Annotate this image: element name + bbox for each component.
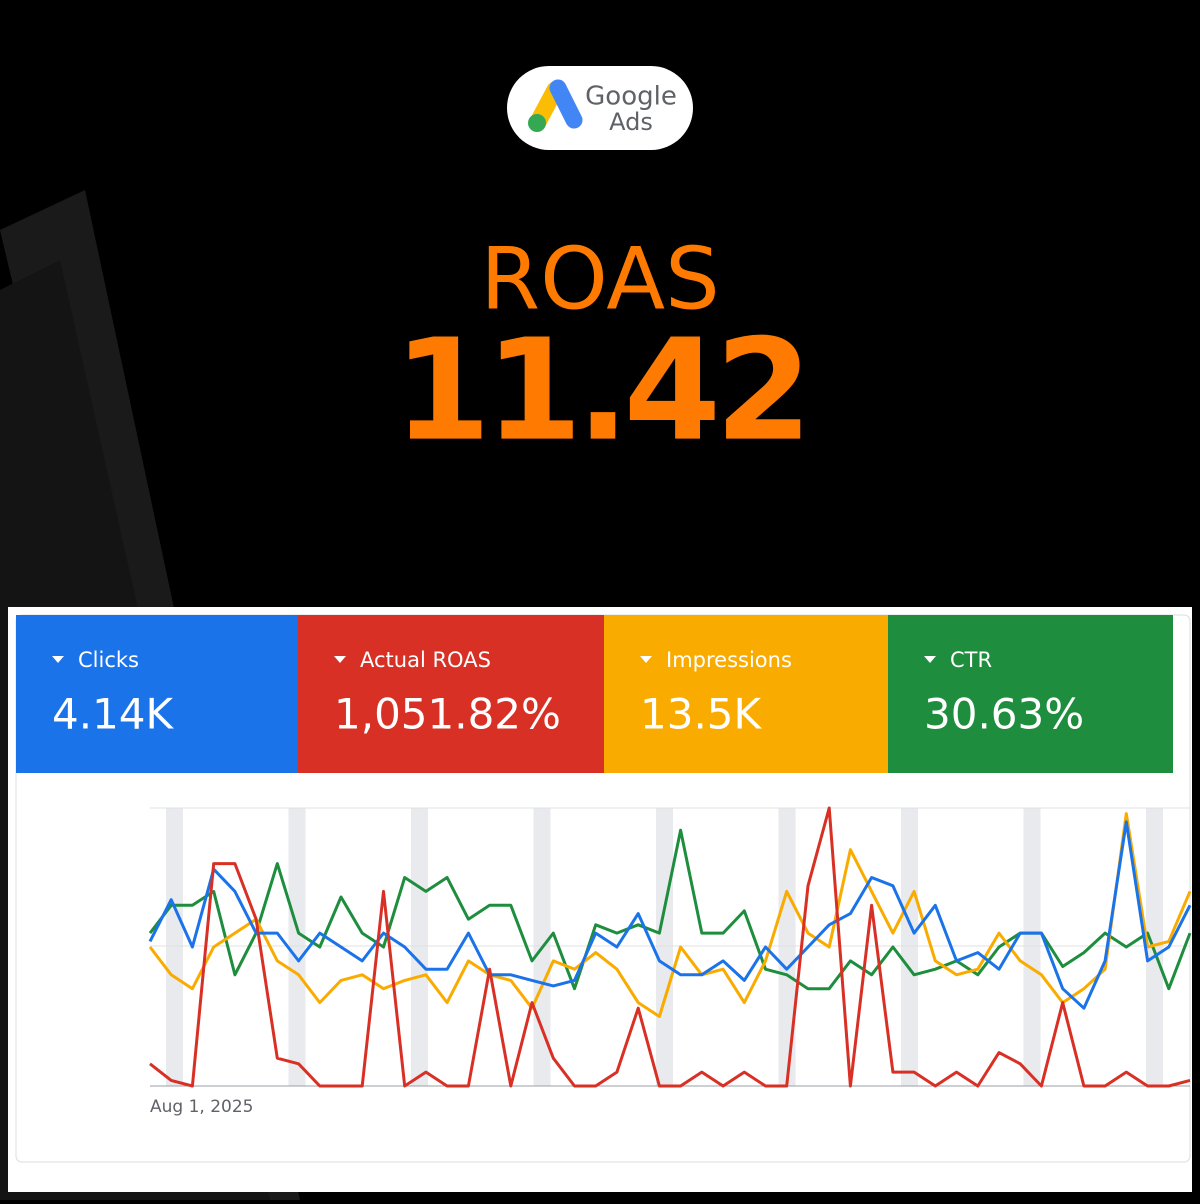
band (288, 808, 306, 1086)
dropdown-arrow (640, 656, 652, 663)
dropdown-arrow (52, 656, 64, 663)
metric-value: 4.14K (52, 690, 175, 739)
band (901, 808, 918, 1086)
band (778, 808, 796, 1086)
metric-value: 30.63% (924, 690, 1084, 739)
metric-card (16, 615, 298, 773)
metric-name: Impressions (666, 648, 792, 672)
series-line (148, 820, 1192, 1010)
logo-text: Ads (609, 108, 653, 136)
band (656, 808, 673, 1086)
weekend-bands (166, 808, 1163, 1086)
series-line (148, 828, 1192, 991)
metric-name: Clicks (78, 648, 139, 672)
dropdown-arrow (924, 656, 936, 663)
series-line (148, 812, 1192, 1018)
metric-name: Actual ROAS (360, 648, 491, 672)
headline-value: 11.42 (394, 310, 807, 473)
metric-card (604, 615, 888, 773)
x-tick-label: Aug 1, 2025 (150, 1097, 254, 1117)
metric-card (298, 615, 604, 773)
metric-value: 1,051.82% (334, 690, 561, 739)
band (1023, 808, 1041, 1086)
series-line (149, 806, 1191, 1088)
metric-value: 13.5K (640, 690, 763, 739)
metric-name: CTR (950, 648, 992, 672)
band (411, 808, 428, 1086)
headline-label: ROAS (480, 229, 719, 329)
dropdown-arrow (334, 656, 346, 663)
logo-text: Google (585, 82, 677, 112)
band (166, 808, 183, 1086)
logo-icon (528, 79, 583, 132)
metric-card (888, 615, 1173, 773)
